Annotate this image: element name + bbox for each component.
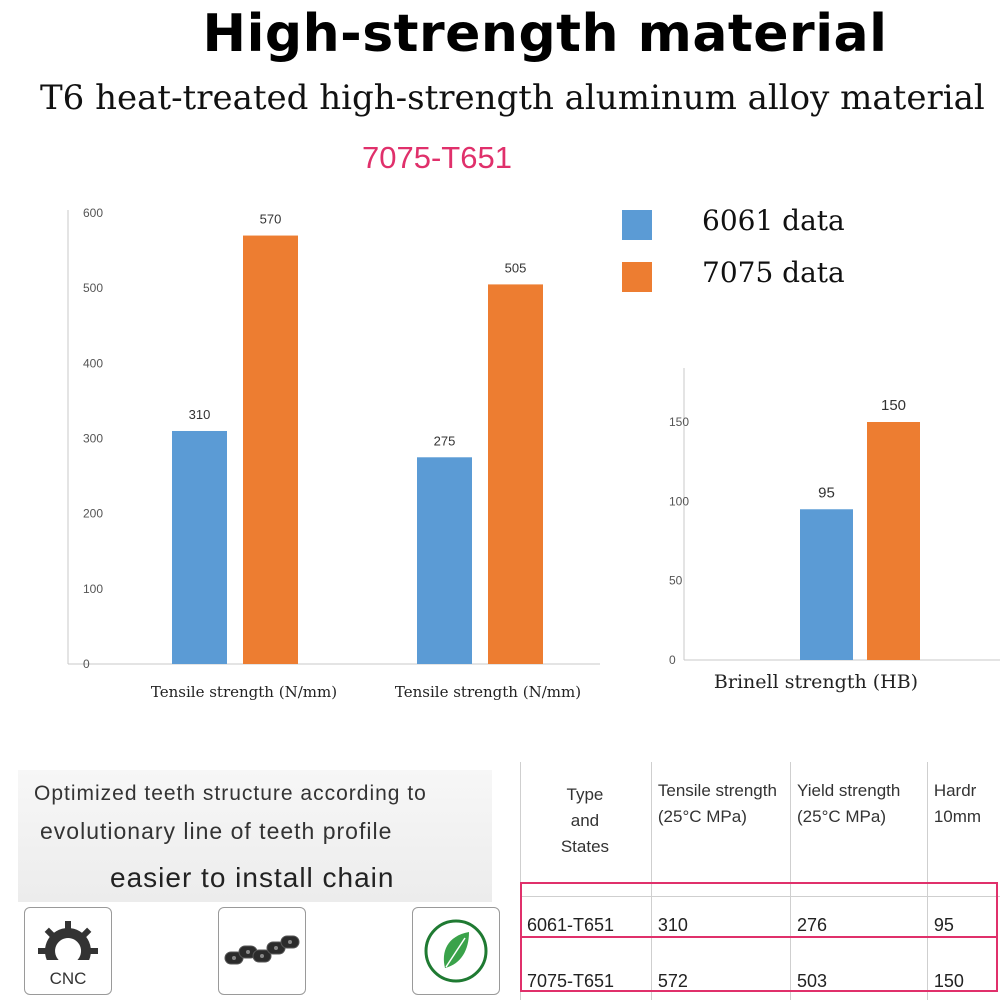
y-tick-label: 150 (669, 415, 689, 429)
table-cell: 7075-T651 (520, 953, 652, 1000)
y-tick-label: 100 (669, 494, 689, 508)
data-label: 505 (505, 260, 527, 275)
data-label: 275 (434, 433, 456, 448)
y-tick-label: 100 (83, 582, 103, 596)
y-tick-label: 400 (83, 356, 103, 370)
header-tensile: Tensile strength (25°C MPa) (650, 762, 791, 897)
header-hardness: Hardr 10mm (926, 762, 1000, 897)
bar (417, 457, 472, 664)
bar (800, 509, 853, 660)
promo-line-2: evolutionary line of teeth profile (40, 818, 393, 844)
y-tick-label: 200 (83, 507, 103, 521)
header-type-line2: and (570, 811, 600, 830)
legend-item-7075: 7075 data (622, 256, 922, 298)
data-label: 570 (260, 212, 282, 227)
row-highlight-6061 (520, 882, 998, 938)
table-row: 6061-T651 310 276 95 (520, 896, 1000, 953)
data-label: 310 (189, 407, 211, 422)
promo-line-3: easier to install chain (110, 862, 395, 893)
y-tick-label: 600 (83, 206, 103, 220)
bar (867, 422, 920, 660)
header-yield: Yield strength (25°C MPa) (790, 762, 928, 897)
brinell-strength-chart: 0 50 100 150 95 150 Brinell strength (HB) (669, 368, 1000, 693)
bar (172, 430, 227, 664)
table-cell: 310 (650, 896, 791, 953)
leaf-icon (412, 907, 500, 995)
header-tensile-line2: (25°C MPa) (657, 807, 747, 826)
table-row: 7075-T651 572 503 150 (520, 953, 1000, 1000)
y-tick-label: 500 (83, 281, 103, 295)
y-tick-label: 300 (83, 432, 103, 446)
table-cell: 95 (926, 896, 1000, 953)
x-category-label: Tensile strength (N/mm) (151, 683, 337, 701)
header-hardness-line2: 10mm (933, 807, 982, 826)
bar (488, 284, 543, 664)
header-type-line3: States (560, 837, 610, 856)
data-label: 150 (881, 397, 906, 414)
data-label: 95 (818, 484, 835, 501)
legend-label-6061: 6061 data (702, 204, 845, 237)
table-cell: 572 (650, 953, 791, 1000)
header-yield-line2: (25°C MPa) (797, 807, 886, 826)
table-cell: 503 (790, 953, 928, 1000)
page-title: High-strength material (202, 4, 888, 64)
legend-swatch-6061 (622, 210, 652, 240)
bar (243, 235, 298, 665)
x-category-label: Brinell strength (HB) (714, 671, 918, 693)
tensile-strength-chart: 0 100 200 300 400 500 600 310 570 Tensile strengt… (67, 206, 600, 701)
x-category-label: Tensile strength (N/mm) (395, 683, 581, 701)
promo-line-1: Optimized teeth structure according to (34, 782, 427, 805)
header-hardness-line1: Hardr (933, 781, 977, 800)
alloy-label: 7075-T651 (362, 140, 512, 175)
y-tick-label: 0 (669, 653, 676, 667)
promo-banner: Optimized teeth structure according to e… (18, 770, 492, 902)
cnc-gear-icon: CNC (24, 907, 112, 995)
comparison-table: Type and States Tensile strength (25°C M… (520, 762, 1000, 1000)
row-highlight-7075 (520, 936, 998, 992)
legend-item-6061: 6061 data (622, 204, 922, 246)
page-subtitle: T6 heat-treated high-strength aluminum a… (40, 78, 985, 118)
y-tick-label: 50 (669, 574, 683, 588)
header-type-line1: Type (566, 785, 604, 804)
legend-label-7075: 7075 data (702, 256, 845, 289)
table-cell: 276 (790, 896, 928, 953)
y-tick-label: 0 (83, 657, 90, 671)
legend-swatch-7075 (622, 262, 652, 292)
header-type: Type and States (520, 762, 652, 897)
header-yield-line1: Yield strength (797, 781, 901, 800)
header-tensile-line1: Tensile strength (657, 781, 777, 800)
table-header-row: Type and States Tensile strength (25°C M… (520, 762, 1000, 897)
table-cell: 6061-T651 (520, 896, 652, 953)
table-cell: 150 (926, 953, 1000, 1000)
chain-icon (218, 907, 306, 995)
cnc-label: CNC (50, 969, 87, 988)
